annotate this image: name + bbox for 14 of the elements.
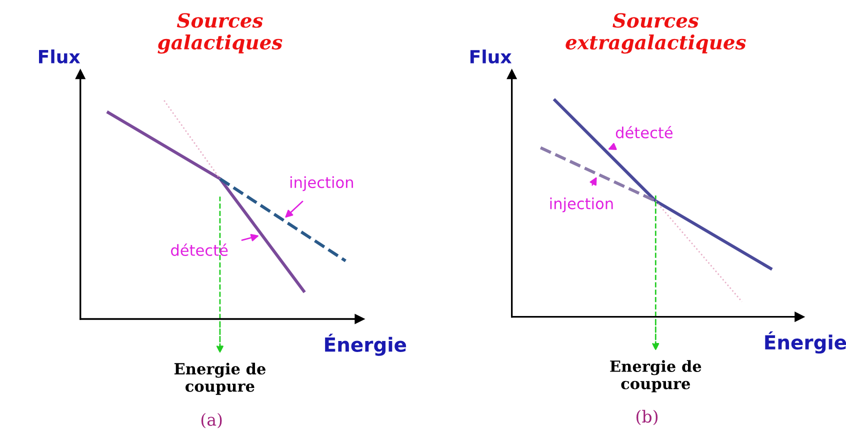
series-label: injection bbox=[290, 176, 353, 192]
series-label: injection bbox=[550, 198, 613, 212]
text: (b) bbox=[636, 410, 658, 426]
x-axis-title: Énergie bbox=[325, 334, 406, 356]
text: Energie de coupure bbox=[174, 362, 266, 395]
chart-title: Sources extragalactiques bbox=[566, 13, 746, 54]
text: détecté bbox=[171, 244, 228, 256]
text: Energie de coupure bbox=[610, 360, 702, 392]
x-axis-title: Énergie bbox=[765, 331, 846, 354]
text: (a) bbox=[201, 413, 222, 428]
y-axis-title: Flux bbox=[470, 50, 512, 64]
series-label: détecté bbox=[616, 126, 673, 138]
y-axis-title: Flux bbox=[39, 49, 80, 64]
chart-title: Sources galactiques bbox=[158, 13, 282, 54]
